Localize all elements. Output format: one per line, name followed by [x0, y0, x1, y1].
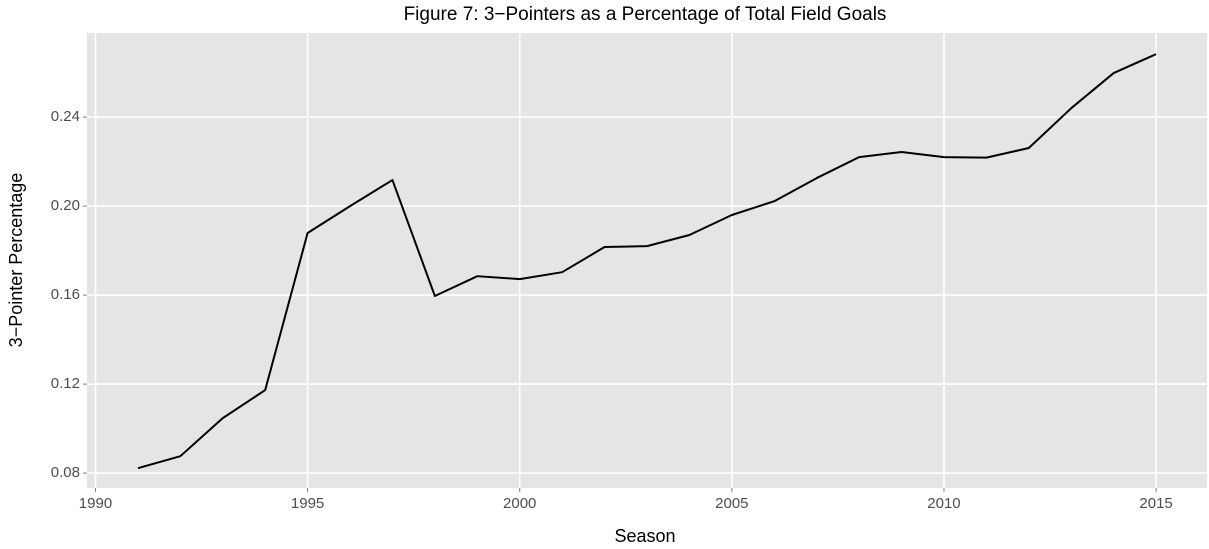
y-tick-label: 0.24 [51, 108, 80, 125]
plot-panel [87, 33, 1207, 488]
x-tick-label: 2010 [927, 495, 960, 512]
chart-title: Figure 7: 3−Pointers as a Percentage of … [404, 4, 887, 25]
x-tick-label: 2005 [715, 495, 748, 512]
x-tick-label: 1995 [291, 495, 324, 512]
y-axis-title: 3−Pointer Percentage [6, 173, 26, 348]
x-axis-title: Season [614, 526, 675, 546]
x-tick-label: 2000 [503, 495, 536, 512]
data-line [137, 53, 1157, 470]
y-tick-label: 0.12 [51, 375, 80, 392]
y-tick-label: 0.20 [51, 197, 80, 214]
x-tick-label: 2015 [1139, 495, 1172, 512]
y-tick-label: 0.08 [51, 464, 80, 481]
y-tick-label: 0.16 [51, 286, 80, 303]
x-tick-label: 1990 [79, 495, 112, 512]
